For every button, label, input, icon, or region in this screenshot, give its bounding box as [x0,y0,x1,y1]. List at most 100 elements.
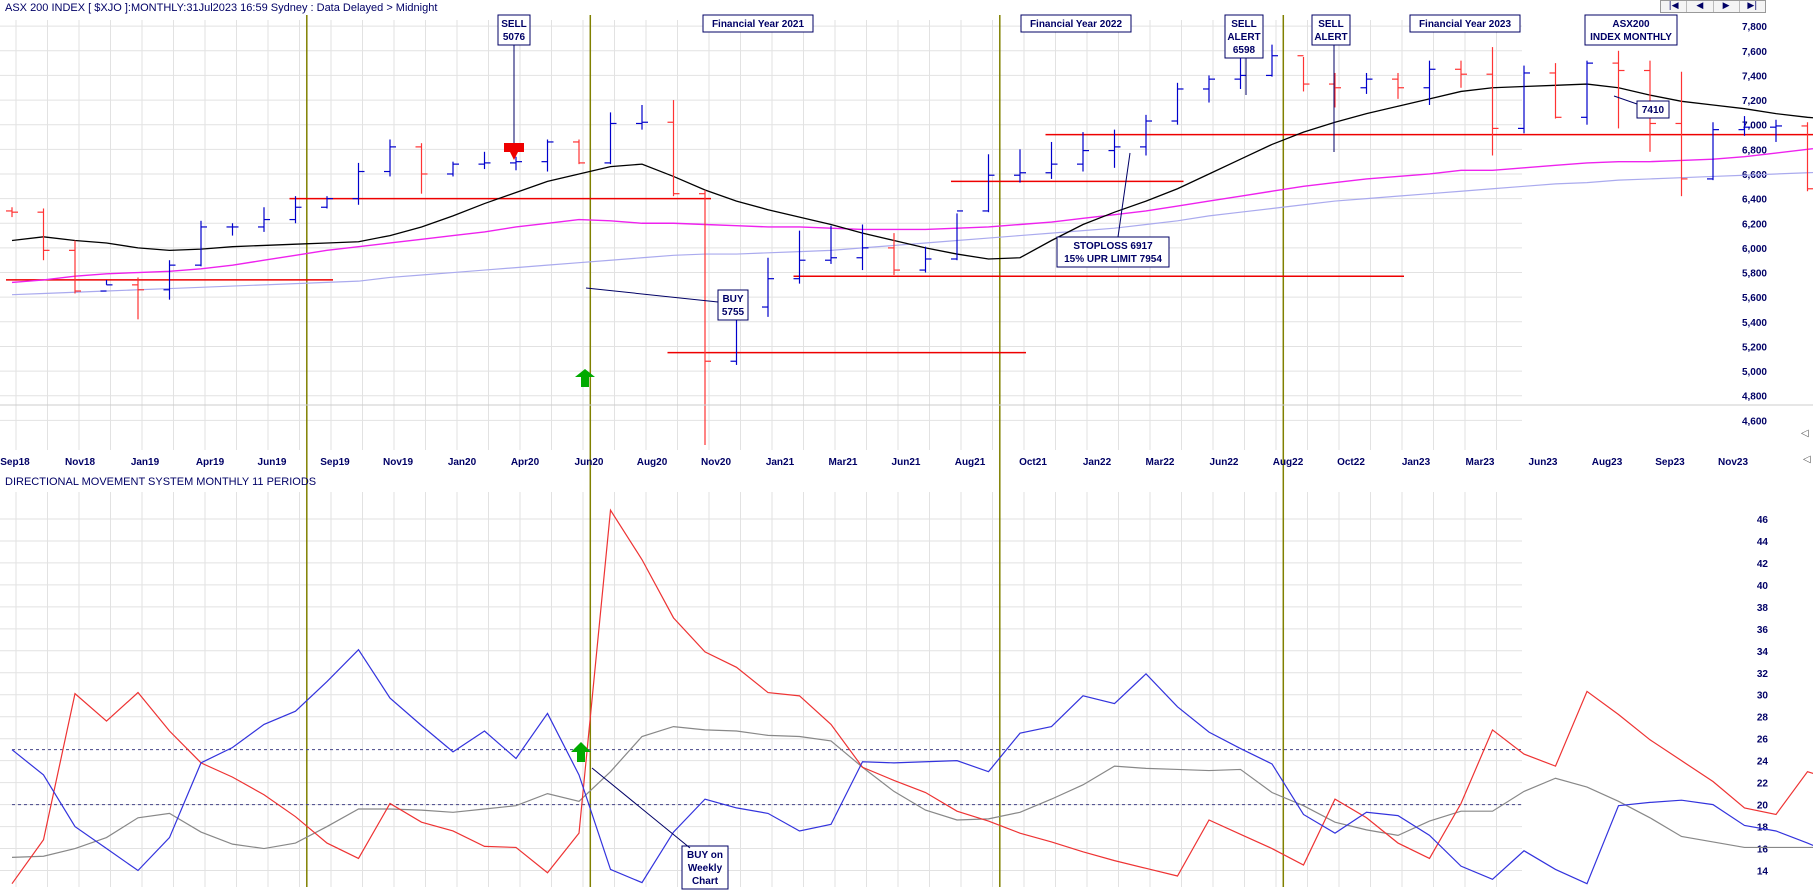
sell-alert-annotation-text: SELL [1318,19,1344,30]
indicator-tick-label: 38 [1757,603,1769,614]
next-page-button[interactable]: ▶ [1714,1,1740,12]
weekly-buy-annotation: BUY on Weekly Chart [681,845,729,890]
date-tick-label: Nov19 [383,457,413,468]
date-tick-label: Jan19 [131,457,160,468]
indicator-tick-label: 36 [1757,625,1769,636]
indicator-tick-label: 26 [1757,735,1769,746]
indicator-scroll-handle-icon[interactable]: ◁ [1803,454,1811,465]
date-tick-label: Jun19 [258,457,287,468]
sell-annotation-frame [497,14,531,46]
indicator-title: DIRECTIONAL MOVEMENT SYSTEM MONTHLY 11 P… [5,476,316,488]
date-tick-label: Aug23 [1592,457,1623,468]
financial-year-label-text: Financial Year 2022 [1030,19,1123,30]
financial-year-label-frame [1020,14,1132,33]
indicator-tick-label: 16 [1757,845,1769,856]
price-scroll-handle-icon[interactable]: ◁ [1801,428,1809,439]
buy-annotation-frame [717,289,749,321]
chart-navigation: |◀ ◀ ▶ ▶| [1660,0,1766,13]
date-tick-label: Sep23 [1655,457,1685,468]
date-tick-label: Mar23 [1466,457,1495,468]
stoploss-annotation-pointer [1117,152,1131,238]
financial-year-label-text: Financial Year 2023 [1419,19,1512,30]
price-tick-label: 6,800 [1742,145,1767,156]
index-monthly-annotation-frame [1584,14,1678,46]
date-tick-label: Aug20 [637,457,668,468]
financial-year-label: Financial Year 2023 [1409,14,1521,33]
price-tick-label: 7,400 [1742,71,1767,82]
date-tick-label: Mar22 [1146,457,1175,468]
date-tick-label: Oct21 [1019,457,1047,468]
weekly-buy-annotation-frame [681,845,729,890]
price-gridlines [0,20,1522,450]
price-tick-label: 5,000 [1742,367,1767,378]
prev-page-button[interactable]: ◀ [1687,1,1714,12]
date-tick-label: Jun23 [1529,457,1558,468]
buy-annotation: BUY 5755 [717,289,749,321]
annotations: SELL 5076 SELL ALERT 6598 SELL ALERT ASX200 INDE… [497,14,1678,890]
price-tick-label: 5,600 [1742,293,1767,304]
indicator-tick-label: 32 [1757,669,1769,680]
indicator-tick-label: 22 [1757,779,1769,790]
financial-year-label-frame [1409,14,1521,33]
indicator-tick-label: 34 [1757,647,1769,658]
financial-year-label-text: Financial Year 2021 [712,19,805,30]
price-tick-label: 6,200 [1742,219,1767,230]
price-tick-label: 6,400 [1742,195,1767,206]
sell-annotation-text: SELL [501,19,527,30]
index-monthly-annotation-text: ASX200 [1612,19,1650,30]
date-tick-label: Oct22 [1337,457,1365,468]
sell-annotation: SELL 5076 [497,14,531,46]
date-tick-label: Nov23 [1718,457,1748,468]
date-tick-label: Apr19 [196,457,225,468]
stoploss-annotation-frame [1056,236,1170,268]
financial-year-label: Financial Year 2022 [1020,14,1132,33]
sell-alert-6598-annotation-frame [1224,14,1264,59]
price-tick-label: 7,200 [1742,96,1767,107]
indicator-reference-levels [12,749,1522,806]
date-tick-label: Mar21 [829,457,858,468]
indicator-tick-label: 42 [1757,559,1769,570]
buy-annotation-text: 5755 [722,307,745,318]
indicator-gridlines [0,492,1522,887]
date-tick-label: Aug21 [955,457,986,468]
indicator-tick-label: 28 [1757,713,1769,724]
moving-averages [11,83,1813,296]
sell-arrow-icon [504,143,524,160]
weekly-buy-pointer [591,767,691,849]
date-tick-label: Jan23 [1402,457,1431,468]
last-price-label-text: 7410 [1642,105,1665,116]
financial-year-label-frame [702,14,814,33]
date-tick-label: Jun20 [575,457,604,468]
sell-alert-6598-annotation-text: ALERT [1227,32,1260,43]
price-tick-label: 5,200 [1742,342,1767,353]
last-price-label: 7410 [1636,100,1670,119]
stoploss-annotation-text: 15% UPR LIMIT 7954 [1064,254,1162,265]
date-tick-label: Nov18 [65,457,95,468]
weekly-buy-annotation-text: Weekly [688,863,723,874]
adx-line [11,725,1813,858]
price-tick-label: 5,400 [1742,318,1767,329]
buy-annotation-pointer [585,287,719,303]
date-tick-label: Jun21 [892,457,921,468]
date-tick-label: Jan20 [448,457,477,468]
financial-year-dividers [306,15,1285,887]
indicator-tick-label: 24 [1757,757,1769,768]
sell-alert-annotation-text: ALERT [1314,32,1347,43]
sell-alert-annotation: SELL ALERT [1311,14,1351,46]
last-price-label-frame [1636,100,1670,119]
support-resistance-lines [6,133,1813,354]
weekly-buy-annotation-text: Chart [692,876,719,887]
price-tick-label: 4,800 [1742,392,1767,403]
date-tick-label: Apr20 [511,457,540,468]
price-tick-label: 5,800 [1742,269,1767,280]
price-tick-label: 4,600 [1742,416,1767,427]
price-tick-label: 7,600 [1742,47,1767,58]
date-tick-label: Jan21 [766,457,795,468]
date-x-axis: Sep18 Nov18 Jan19 Apr19 Jun19 Sep19 Nov19 Jan20… [0,457,1748,468]
date-tick-label: Sep19 [320,457,350,468]
price-tick-label: 6,600 [1742,170,1767,181]
first-page-button[interactable]: |◀ [1661,1,1688,12]
last-page-button[interactable]: ▶| [1747,1,1758,11]
